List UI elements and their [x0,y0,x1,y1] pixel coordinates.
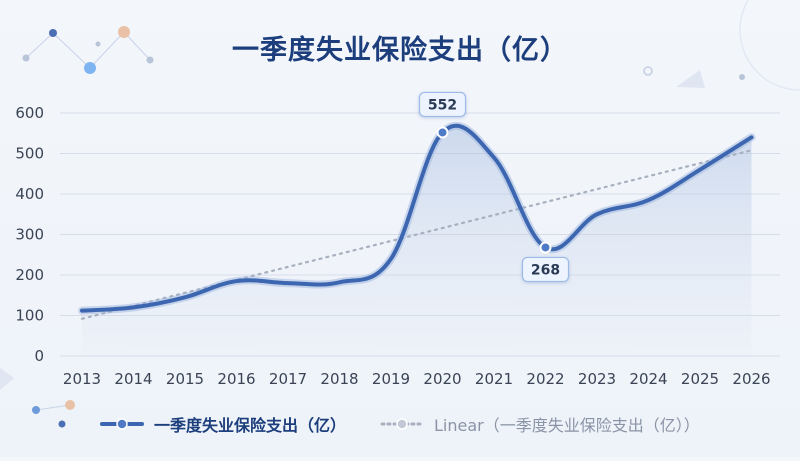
x-tick-label: 2017 [269,370,307,388]
x-tick-label: 2018 [320,370,358,388]
chart-legend: 一季度失业保险支出（亿） Linear（一季度失业保险支出（亿）） [100,410,700,438]
y-tick-label: 200 [15,266,44,284]
decor-dot [84,62,96,74]
legend-line-marker-icon [100,418,144,430]
x-tick-label: 2022 [526,370,564,388]
x-tick-label: 2026 [732,370,770,388]
decor-dot [118,26,130,38]
data-point-marker [436,126,449,139]
decor-line [25,32,54,59]
x-tick-label: 2015 [166,370,204,388]
data-label: 552 [428,97,457,113]
data-label-callout [521,256,570,283]
decor-dot [49,29,57,37]
decor-dot [95,41,101,47]
decor-triangle [676,70,705,88]
y-tick-label: 600 [15,104,44,122]
data-point-marker [539,241,552,254]
legend-label-linear-trend: Linear（一季度失业保险支出（亿）） [434,416,700,435]
x-tick-label: 2013 [63,370,101,388]
decor-line [52,32,91,69]
decor-dot [739,74,745,80]
y-tick-label: 100 [15,307,44,325]
legend-item-main-series[interactable]: 一季度失业保险支出（亿） [100,412,346,436]
x-tick-label: 2021 [475,370,513,388]
decor-line [123,31,151,61]
x-tick-label: 2025 [681,370,719,388]
decor-line [89,31,125,69]
decor-dot [65,400,75,410]
series-line [80,123,754,313]
x-tick-label: 2016 [217,370,255,388]
y-tick-label: 0 [34,347,44,365]
data-label-callout [418,91,467,118]
decor-dot [32,406,40,414]
chart-title: 一季度失业保险支出（亿） [232,35,568,66]
x-tick-label: 2023 [578,370,616,388]
legend-dotted-line-icon [380,418,424,430]
x-tick-label: 2020 [423,370,461,388]
x-tick-label: 2019 [372,370,410,388]
decor-ring [739,0,800,91]
legend-label-main-series: 一季度失业保险支出（亿） [154,416,347,435]
decor-dot [146,56,154,64]
data-label: 268 [531,262,560,278]
decor-ring [643,66,653,76]
y-tick-label: 400 [15,185,44,203]
y-tick-label: 300 [15,226,44,244]
y-tick-label: 500 [15,145,44,163]
decor-dot [22,54,30,62]
decor-triangle [0,368,14,390]
decor-line [35,404,71,411]
decor-dot [58,420,66,428]
x-tick-label: 2014 [114,370,152,388]
series-area-fill [82,125,752,357]
x-tick-label: 2024 [629,370,667,388]
legend-item-linear-trend[interactable]: Linear（一季度失业保险支出（亿）） [380,412,700,436]
